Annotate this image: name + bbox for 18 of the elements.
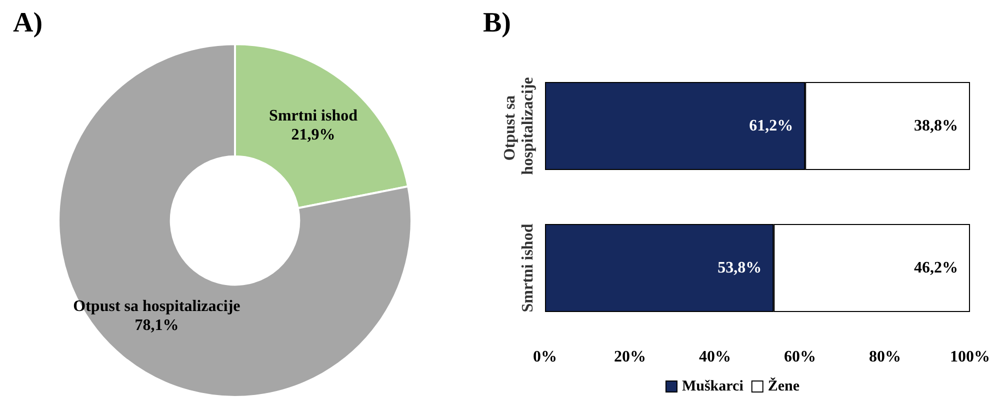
x-tick-label: 20% [614, 348, 646, 366]
data-label: 53,8% [718, 260, 762, 276]
x-tick-label: 80% [869, 348, 901, 366]
chart-title: B) [483, 8, 511, 38]
legend-label: Žene [768, 376, 800, 394]
data-label: 61,2% [749, 118, 794, 134]
data-label: 78,1% [134, 316, 179, 334]
data-label: 38,8% [914, 118, 958, 134]
data-label: 46,2% [914, 260, 958, 276]
x-tick-label: 40% [699, 348, 731, 366]
chart-title: A) [13, 8, 43, 38]
slice-label: Otpust sa hospitalizacije [73, 298, 240, 315]
legend-label: Muškarci [682, 378, 744, 394]
slice-label: Smrtni ishod [269, 107, 358, 124]
data-label: 21,9% [291, 126, 336, 144]
x-tick-label: 0% [533, 348, 557, 366]
x-tick-label: 60% [784, 348, 816, 366]
x-tick-label: 100% [950, 348, 990, 366]
